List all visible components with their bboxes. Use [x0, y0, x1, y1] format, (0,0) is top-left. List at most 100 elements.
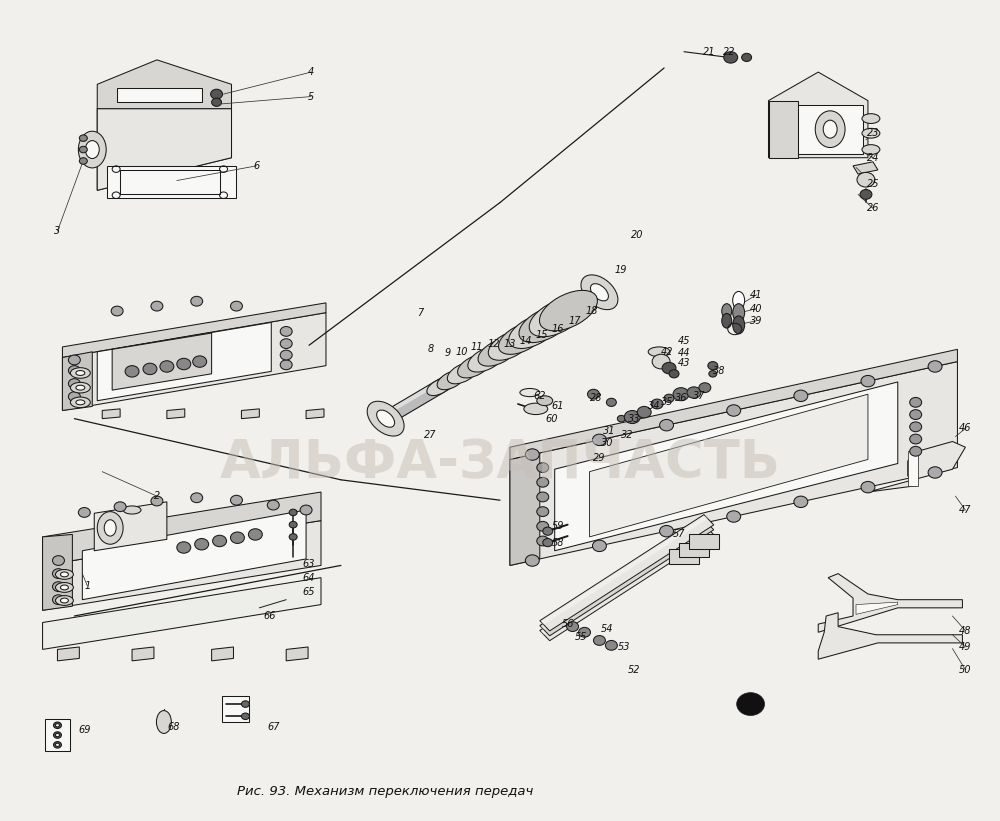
Text: 19: 19: [614, 265, 627, 275]
Bar: [679, 543, 709, 557]
Circle shape: [212, 99, 222, 107]
Text: 48: 48: [959, 626, 972, 635]
Polygon shape: [62, 351, 92, 410]
Ellipse shape: [524, 403, 548, 415]
Text: 53: 53: [618, 642, 631, 652]
Ellipse shape: [60, 585, 68, 590]
Text: 47: 47: [959, 505, 972, 515]
Ellipse shape: [823, 120, 837, 138]
Circle shape: [289, 521, 297, 528]
Circle shape: [708, 361, 718, 369]
Circle shape: [280, 351, 292, 360]
Polygon shape: [97, 109, 232, 190]
Text: 11: 11: [471, 342, 483, 352]
Circle shape: [143, 363, 157, 374]
Text: 68: 68: [168, 722, 180, 732]
Ellipse shape: [733, 304, 745, 322]
Circle shape: [191, 296, 203, 306]
Text: 57: 57: [673, 530, 685, 539]
Circle shape: [248, 529, 262, 540]
Circle shape: [543, 527, 553, 535]
Text: 7: 7: [417, 308, 424, 318]
Polygon shape: [555, 382, 898, 551]
Circle shape: [742, 53, 752, 62]
Text: 31: 31: [603, 426, 616, 436]
Polygon shape: [82, 510, 306, 599]
Ellipse shape: [70, 383, 90, 393]
Text: 24: 24: [867, 153, 879, 163]
Text: 27: 27: [424, 430, 437, 440]
Circle shape: [231, 301, 242, 311]
Circle shape: [660, 525, 674, 537]
Text: 59: 59: [551, 521, 564, 531]
Polygon shape: [769, 101, 798, 158]
Circle shape: [860, 190, 872, 200]
Circle shape: [52, 594, 64, 604]
Circle shape: [267, 500, 279, 510]
Polygon shape: [43, 534, 72, 610]
Ellipse shape: [499, 323, 544, 355]
Polygon shape: [798, 105, 863, 154]
Text: 69: 69: [78, 725, 91, 735]
Ellipse shape: [123, 506, 141, 514]
Text: 26: 26: [867, 204, 879, 213]
Circle shape: [177, 358, 191, 369]
Ellipse shape: [590, 283, 608, 300]
Text: 50: 50: [959, 665, 972, 675]
Ellipse shape: [78, 131, 106, 168]
Circle shape: [910, 397, 922, 407]
Ellipse shape: [70, 368, 90, 378]
Text: 13: 13: [504, 338, 516, 349]
Text: 66: 66: [263, 611, 276, 621]
Polygon shape: [212, 647, 233, 661]
Circle shape: [588, 389, 599, 399]
Circle shape: [68, 355, 80, 365]
Ellipse shape: [529, 298, 584, 337]
Ellipse shape: [76, 370, 85, 375]
Ellipse shape: [722, 314, 732, 328]
Circle shape: [910, 410, 922, 420]
Ellipse shape: [447, 363, 478, 383]
Text: 52: 52: [628, 665, 641, 675]
Circle shape: [125, 365, 139, 377]
Circle shape: [606, 398, 616, 406]
Polygon shape: [381, 287, 604, 424]
Text: 33: 33: [628, 414, 641, 424]
Polygon shape: [541, 516, 708, 625]
Circle shape: [537, 463, 549, 472]
Circle shape: [195, 539, 209, 550]
Polygon shape: [818, 612, 962, 659]
Polygon shape: [853, 162, 878, 174]
Text: 51: 51: [742, 700, 755, 711]
Ellipse shape: [97, 511, 123, 544]
Circle shape: [928, 467, 942, 478]
Text: 23: 23: [867, 128, 879, 138]
Polygon shape: [541, 521, 708, 630]
Polygon shape: [818, 574, 962, 632]
Text: 9: 9: [444, 348, 450, 359]
Circle shape: [605, 640, 617, 650]
Polygon shape: [112, 333, 212, 390]
Circle shape: [151, 301, 163, 311]
Circle shape: [652, 354, 670, 369]
Text: 39: 39: [750, 316, 763, 326]
Circle shape: [55, 723, 59, 727]
Circle shape: [111, 306, 123, 316]
Polygon shape: [241, 409, 259, 419]
Circle shape: [537, 536, 549, 546]
Circle shape: [687, 387, 701, 398]
Circle shape: [280, 327, 292, 337]
Circle shape: [579, 627, 590, 637]
Text: 44: 44: [678, 348, 690, 359]
Ellipse shape: [76, 400, 85, 405]
Ellipse shape: [722, 304, 732, 319]
Polygon shape: [62, 303, 326, 357]
Circle shape: [537, 521, 549, 531]
Circle shape: [55, 743, 59, 746]
Circle shape: [651, 399, 663, 409]
Circle shape: [289, 534, 297, 540]
Polygon shape: [117, 88, 202, 103]
Circle shape: [567, 621, 579, 631]
Text: 2: 2: [154, 491, 160, 501]
Text: 30: 30: [601, 438, 614, 448]
